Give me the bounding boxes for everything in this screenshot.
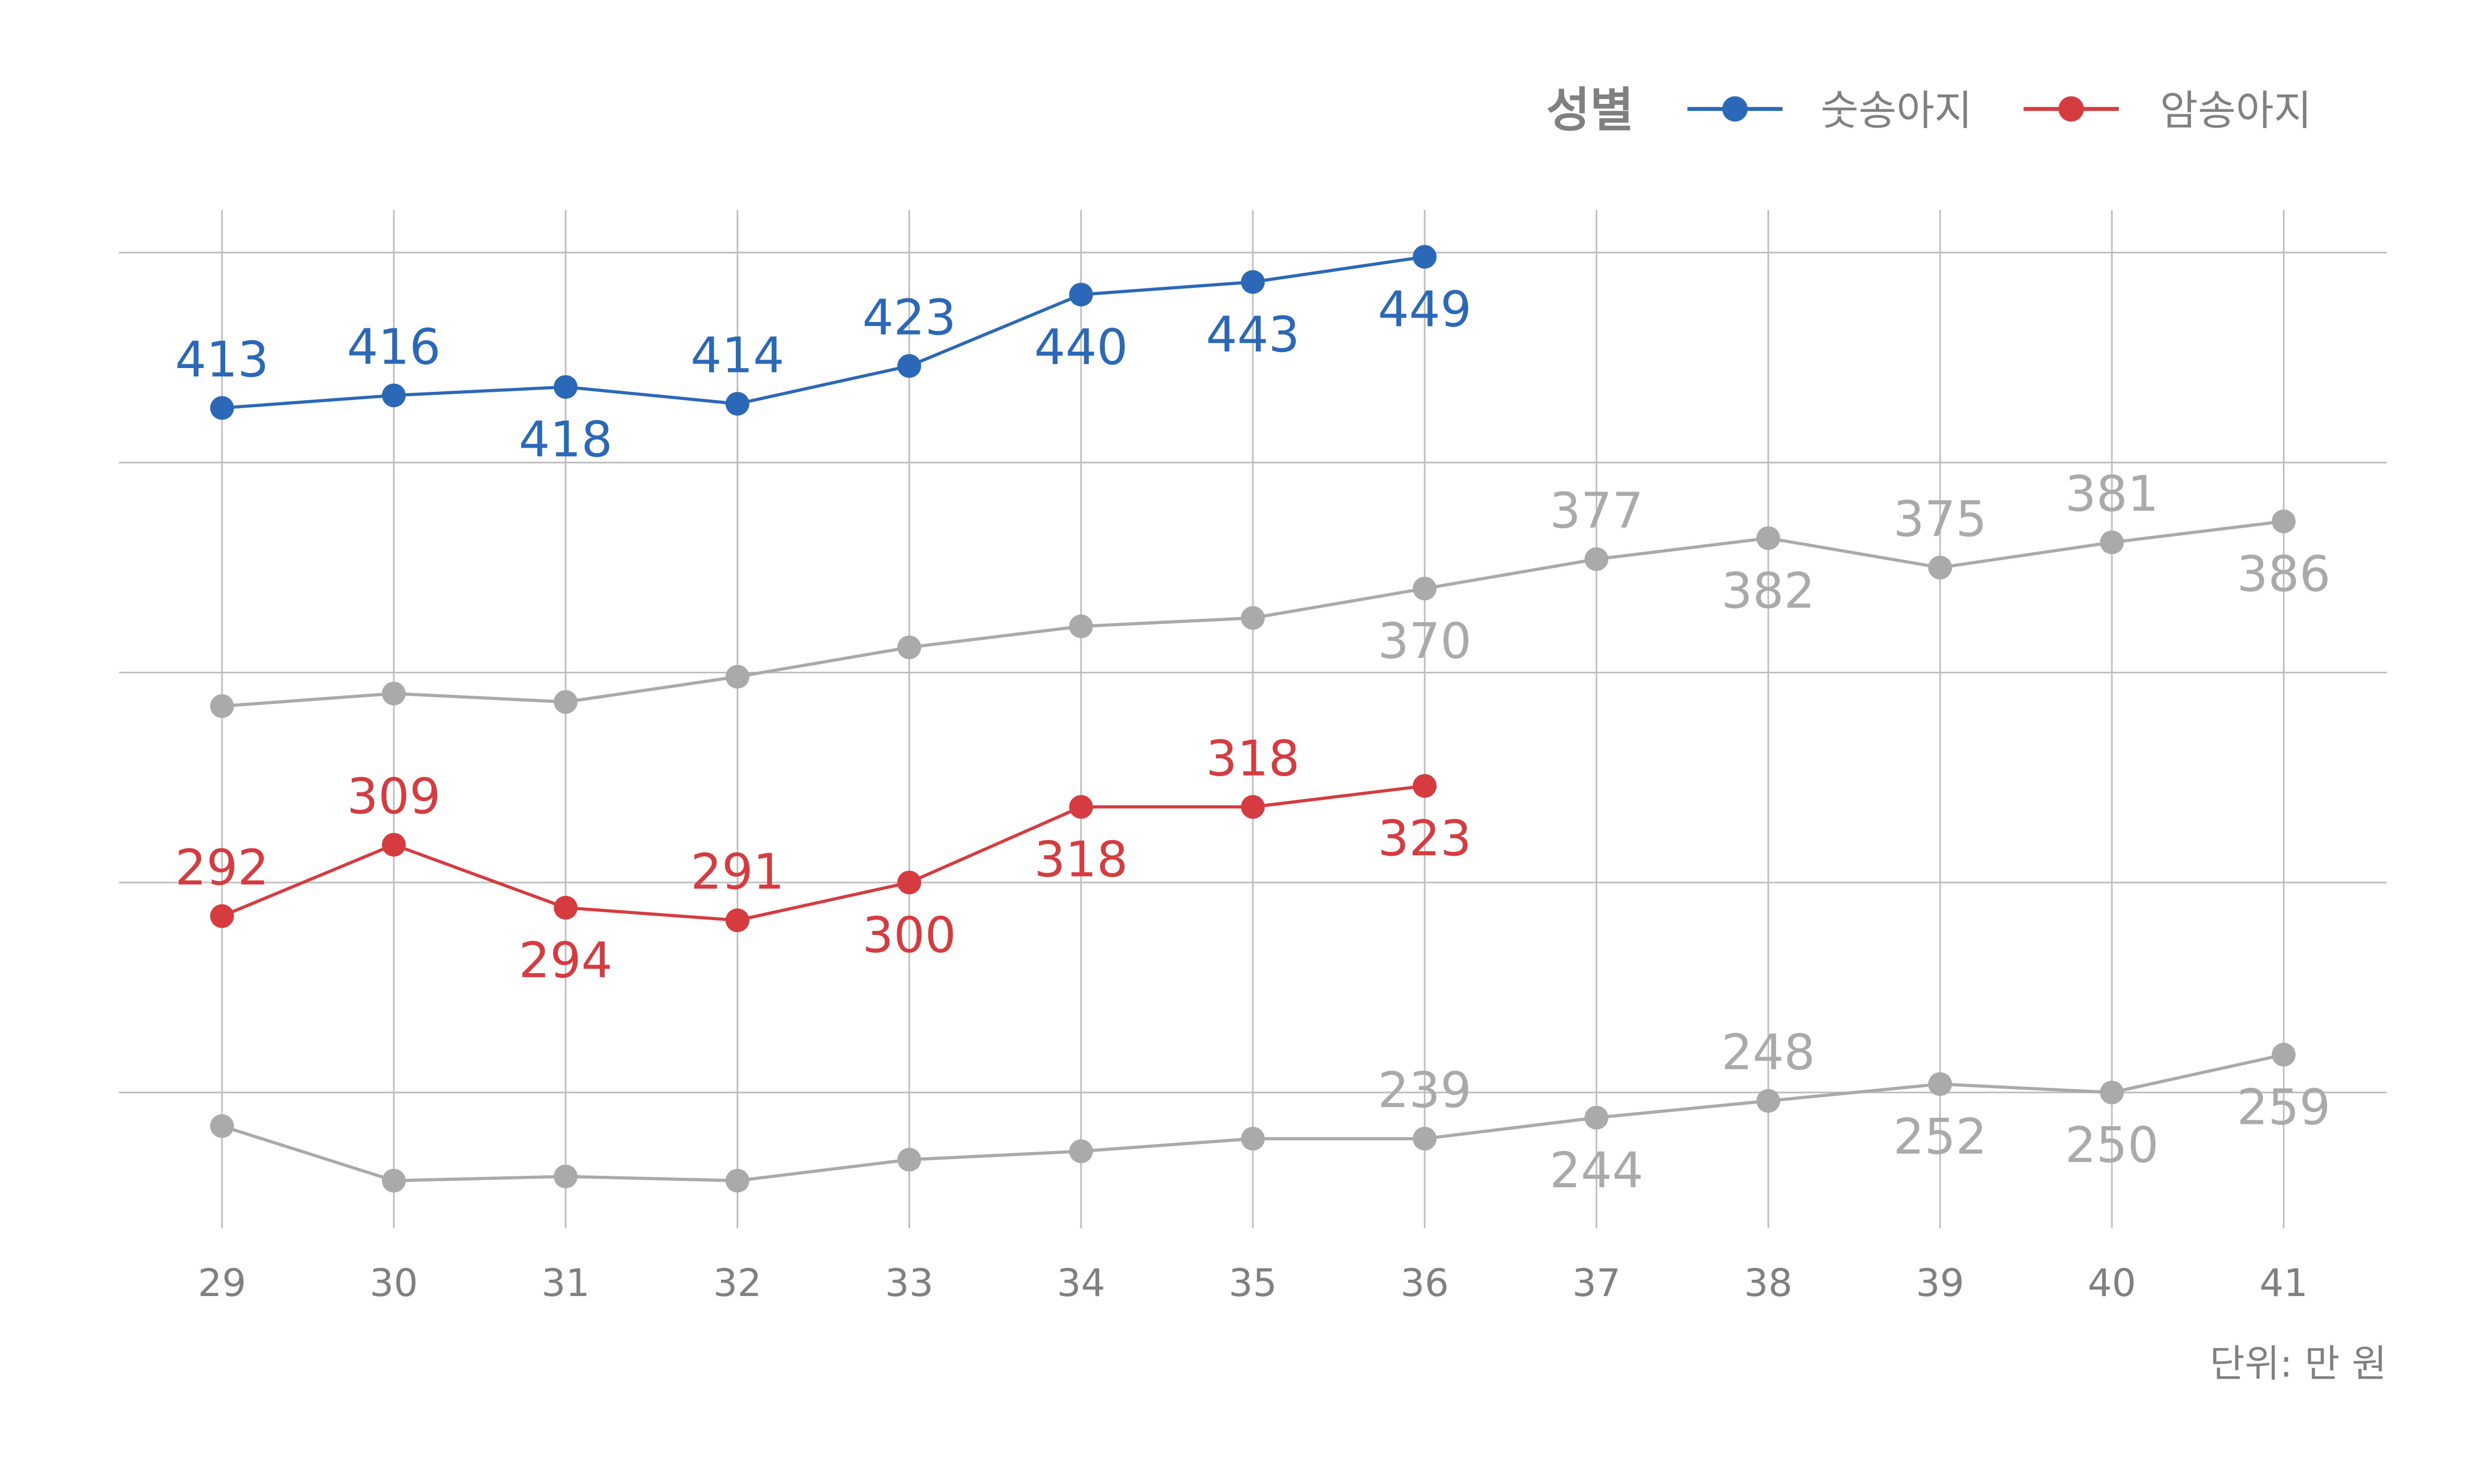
data-point-male bbox=[1241, 270, 1265, 294]
data-point-female bbox=[725, 908, 750, 932]
legend-title: 성별 bbox=[1546, 83, 1634, 138]
data-label-male: 443 bbox=[1206, 307, 1300, 364]
data-point-gray_upper bbox=[1413, 576, 1437, 601]
data-point-male bbox=[897, 354, 921, 378]
data-point-male bbox=[210, 396, 234, 420]
series-group bbox=[210, 245, 2296, 1193]
data-point-male bbox=[725, 392, 750, 416]
data-label-gray_lower: 259 bbox=[2237, 1079, 2331, 1136]
data-point-gray_upper bbox=[1928, 556, 1952, 580]
data-label-female: 291 bbox=[691, 844, 785, 901]
unit-note: 단위: 만 원 bbox=[2210, 1342, 2387, 1386]
data-point-gray_lower bbox=[897, 1148, 921, 1172]
data-point-male bbox=[381, 383, 406, 408]
data-label-male: 449 bbox=[1378, 281, 1472, 338]
data-point-gray_lower bbox=[210, 1114, 234, 1138]
x-tick-label: 36 bbox=[1400, 1261, 1449, 1305]
data-label-gray_upper: 381 bbox=[2065, 466, 2159, 523]
data-point-female bbox=[1413, 774, 1437, 798]
data-point-gray_upper bbox=[2100, 530, 2124, 555]
data-point-male bbox=[1069, 282, 1093, 307]
x-tick-label: 30 bbox=[370, 1261, 418, 1305]
data-label-female: 294 bbox=[519, 932, 613, 989]
data-point-female bbox=[210, 904, 234, 928]
legend: 성별 숫송아지 암송아지 bbox=[1546, 83, 2312, 138]
data-point-gray_upper bbox=[381, 682, 406, 705]
data-point-male bbox=[1413, 245, 1437, 269]
legend-label-female: 암송아지 bbox=[2160, 87, 2312, 135]
data-label-female: 292 bbox=[175, 839, 269, 896]
data-label-male: 418 bbox=[519, 412, 613, 468]
x-tick-label: 38 bbox=[1744, 1261, 1793, 1305]
x-tick-label: 39 bbox=[1916, 1261, 1964, 1305]
data-label-gray_upper: 370 bbox=[1378, 613, 1472, 670]
data-point-gray_upper bbox=[1241, 606, 1265, 630]
x-tick-label: 34 bbox=[1057, 1261, 1105, 1305]
x-tick-label: 31 bbox=[541, 1261, 590, 1305]
data-point-female bbox=[554, 896, 578, 920]
data-point-female bbox=[381, 833, 406, 857]
data-label-gray_lower: 250 bbox=[2065, 1117, 2159, 1174]
data-label-gray_lower: 244 bbox=[1550, 1142, 1644, 1199]
data-point-female bbox=[1069, 795, 1093, 819]
data-point-gray_upper bbox=[210, 694, 234, 718]
data-label-male: 440 bbox=[1034, 319, 1128, 376]
data-label-gray_lower: 252 bbox=[1893, 1109, 1987, 1165]
data-label-male: 413 bbox=[175, 331, 269, 388]
data-point-gray_lower bbox=[2272, 1043, 2296, 1067]
data-point-gray_lower bbox=[2100, 1080, 2124, 1105]
data-point-gray_upper bbox=[1069, 614, 1093, 639]
x-tick-label: 37 bbox=[1572, 1261, 1621, 1305]
legend-marker-male bbox=[1722, 96, 1748, 122]
data-point-gray_lower bbox=[381, 1168, 406, 1193]
data-point-female bbox=[897, 871, 921, 894]
data-point-gray_upper bbox=[725, 665, 750, 689]
data-point-gray_upper bbox=[1584, 547, 1609, 571]
data-label-gray_upper: 375 bbox=[1893, 491, 1987, 548]
data-label-gray_upper: 382 bbox=[1721, 563, 1815, 620]
data-point-gray_lower bbox=[1241, 1126, 1265, 1151]
data-point-gray_upper bbox=[2272, 510, 2296, 533]
legend-marker-female bbox=[2058, 96, 2084, 122]
x-tick-label: 40 bbox=[2088, 1261, 2136, 1305]
data-point-male bbox=[554, 375, 578, 399]
x-tick-label: 32 bbox=[713, 1261, 761, 1305]
series-line-female bbox=[221, 784, 1425, 922]
data-point-gray_lower bbox=[1756, 1089, 1780, 1113]
data-label-gray_upper: 377 bbox=[1550, 483, 1644, 540]
data-point-gray_lower bbox=[725, 1168, 750, 1193]
data-point-gray_lower bbox=[1584, 1106, 1609, 1130]
data-point-gray_lower bbox=[1928, 1072, 1952, 1096]
data-label-male: 414 bbox=[691, 327, 785, 384]
x-tick-label: 29 bbox=[198, 1261, 246, 1305]
data-label-female: 318 bbox=[1206, 731, 1300, 788]
x-tick-label: 41 bbox=[2259, 1261, 2308, 1305]
data-point-gray_lower bbox=[1069, 1139, 1093, 1163]
data-label-female: 318 bbox=[1034, 832, 1128, 888]
x-axis-ticks: 29 30 31 32 33 34 35 36 37 38 39 40 41 bbox=[198, 1261, 2308, 1305]
data-label-male: 423 bbox=[862, 289, 956, 346]
legend-label-male: 숫송아지 bbox=[1820, 87, 1972, 135]
data-label-gray_lower: 248 bbox=[1721, 1024, 1815, 1081]
data-label-male: 416 bbox=[347, 319, 441, 376]
data-label-female: 323 bbox=[1378, 810, 1472, 867]
data-label-female: 300 bbox=[862, 907, 956, 964]
data-point-gray_upper bbox=[554, 690, 578, 714]
data-point-gray_lower bbox=[554, 1164, 578, 1189]
x-tick-label: 35 bbox=[1229, 1261, 1277, 1305]
data-label-gray_lower: 239 bbox=[1378, 1062, 1472, 1119]
gridlines bbox=[119, 210, 2387, 1228]
data-point-female bbox=[1241, 795, 1265, 819]
data-label-female: 309 bbox=[347, 768, 441, 825]
data-labels: 370 377 382 375 381 386 239 244 248 252 250 259 413 4… bbox=[175, 281, 2331, 1199]
x-tick-label: 33 bbox=[885, 1261, 934, 1305]
series-line-male bbox=[222, 255, 1425, 410]
data-label-gray_upper: 386 bbox=[2237, 546, 2331, 603]
data-point-gray_upper bbox=[897, 635, 921, 659]
data-point-gray_upper bbox=[1756, 526, 1780, 550]
data-point-gray_lower bbox=[1413, 1126, 1437, 1151]
